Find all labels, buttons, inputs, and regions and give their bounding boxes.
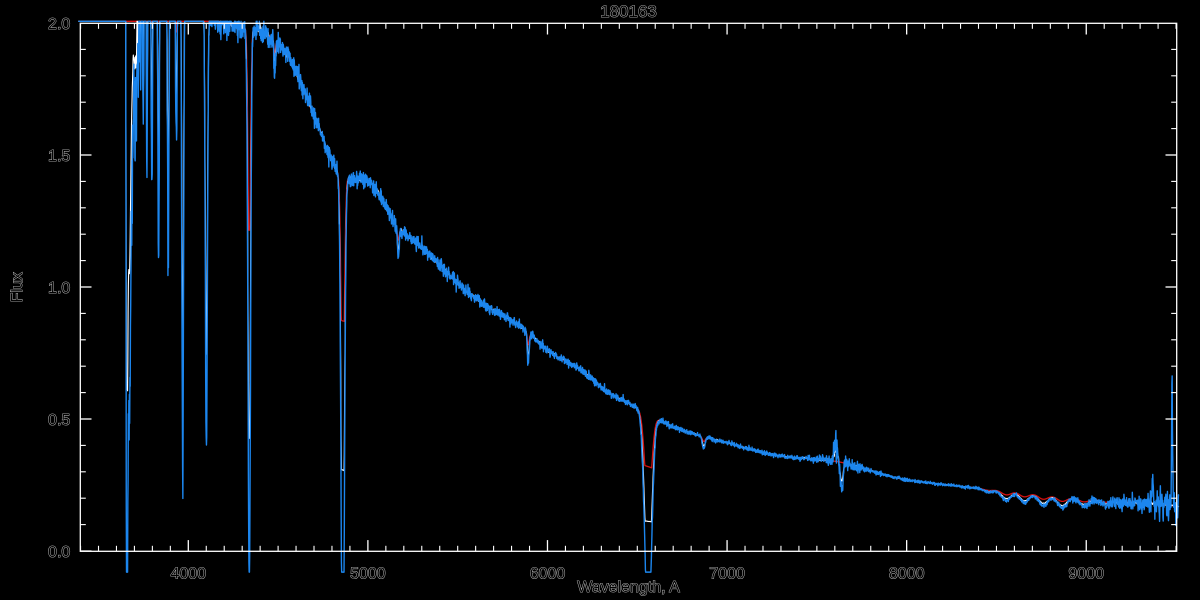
svg-text:6000: 6000 [530,565,566,582]
svg-text:4000: 4000 [171,565,207,582]
svg-text:0.0: 0.0 [48,544,70,561]
svg-text:2.0: 2.0 [48,16,70,33]
svg-text:0.5: 0.5 [48,412,70,429]
svg-text:8000: 8000 [889,565,925,582]
svg-text:180163: 180163 [600,2,657,21]
svg-text:5000: 5000 [350,565,386,582]
svg-text:9000: 9000 [1068,565,1104,582]
svg-text:1.0: 1.0 [48,280,70,297]
svg-text:Wavelength, A: Wavelength, A [577,579,680,596]
svg-text:7000: 7000 [709,565,745,582]
svg-text:1.5: 1.5 [48,148,70,165]
svg-text:Flux: Flux [9,272,26,302]
